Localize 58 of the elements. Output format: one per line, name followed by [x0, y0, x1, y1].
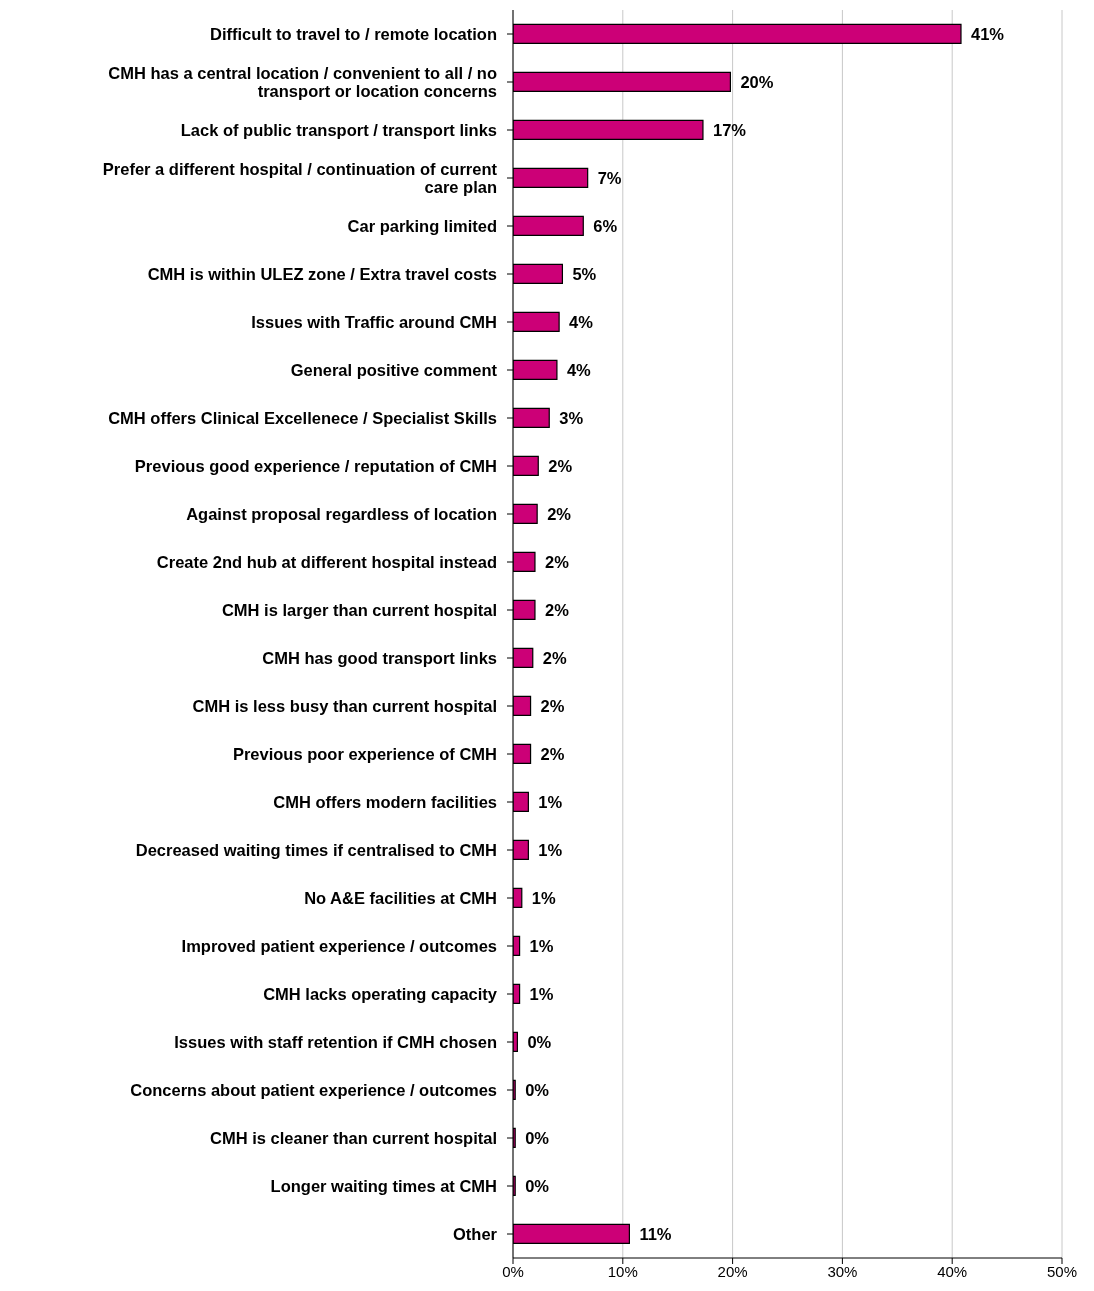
y-tick-label: No A&E facilities at CMH [304, 889, 497, 907]
data-label: 2% [542, 648, 567, 667]
data-label: 20% [740, 72, 774, 91]
data-label: 17% [712, 120, 747, 139]
y-tick-label: CMH is within ULEZ zone / Extra travel costs [147, 265, 497, 283]
y-tick-label: Lack of public transport / transport links [180, 121, 497, 139]
x-tick-label: 50% [1046, 1262, 1078, 1280]
y-tick-label: General positive comment [290, 361, 498, 379]
y-tick-label: Car parking limited [347, 217, 497, 235]
y-tick-label: CMH lacks operating capacity [263, 985, 498, 1003]
y-tick-label: Improved patient experience / outcomes [181, 937, 497, 955]
y-tick-label: Create 2nd hub at different hospital instead [156, 553, 497, 571]
y-tick-label: Difficult to travel to / remote location [210, 25, 497, 43]
y-tick-label: Prefer a different hospital / continuation of current care plan [102, 160, 498, 196]
y-tick-label: CMH is larger than current hospital [221, 601, 497, 619]
data-label: 1% [538, 840, 563, 859]
data-label: 4% [569, 312, 594, 331]
y-tick-label: CMH has a central location / convenient to all / no transport or location concerns [108, 64, 497, 100]
x-tick-label: 0% [502, 1262, 524, 1280]
data-label: 0% [525, 1080, 550, 1099]
data-label: 41% [970, 24, 1005, 43]
y-tick-label: Issues with staff retention if CMH chosen [174, 1033, 497, 1051]
data-label: 0% [525, 1176, 550, 1195]
data-label: 2% [548, 456, 573, 475]
y-tick-label: Longer waiting times at CMH [270, 1177, 497, 1195]
y-tick-label: Concerns about patient experience / outcomes [130, 1081, 497, 1099]
data-label: 2% [544, 600, 570, 619]
x-tick-label: 40% [937, 1262, 968, 1280]
data-label: 11% [639, 1224, 672, 1243]
data-label: 1% [538, 792, 563, 811]
data-label: 2% [547, 504, 572, 523]
data-label: 7% [597, 168, 622, 187]
y-tick-label: Previous good experience / reputation of CMH [134, 457, 497, 475]
y-tick-label: CMH offers modern facilities [273, 793, 497, 811]
data-label: 5% [572, 264, 597, 283]
data-label: 0% [527, 1032, 552, 1051]
data-label: 1% [529, 936, 554, 955]
y-tick-label: Against proposal regardless of location [186, 505, 497, 523]
data-label: 2% [544, 552, 570, 571]
y-tick-label: Decreased waiting times if centralised to CMH [135, 841, 497, 859]
data-label: 0% [525, 1128, 550, 1147]
x-tick-label: 10% [607, 1262, 638, 1280]
y-tick-label: CMH is less busy than current hospital [192, 697, 497, 715]
data-label: 1% [531, 888, 556, 907]
y-tick-label: CMH has good transport links [262, 649, 497, 667]
y-tick-label: Other [452, 1225, 498, 1243]
y-tick-label: Issues with Traffic around CMH [251, 313, 497, 331]
y-tick-label: CMH is cleaner than current hospital [210, 1129, 497, 1147]
data-label: 2% [540, 744, 565, 763]
x-tick-label: 30% [827, 1262, 858, 1280]
y-tick-label: Previous poor experience of CMH [232, 745, 497, 763]
data-label: 3% [559, 408, 584, 427]
data-label: 1% [529, 984, 554, 1003]
y-tick-label: CMH offers Clinical Excellenece / Specialist Skills [108, 409, 497, 427]
data-label: 4% [566, 360, 592, 379]
data-label: 2% [540, 696, 565, 715]
data-label: 6% [593, 216, 618, 235]
x-tick-label: 20% [717, 1262, 748, 1280]
